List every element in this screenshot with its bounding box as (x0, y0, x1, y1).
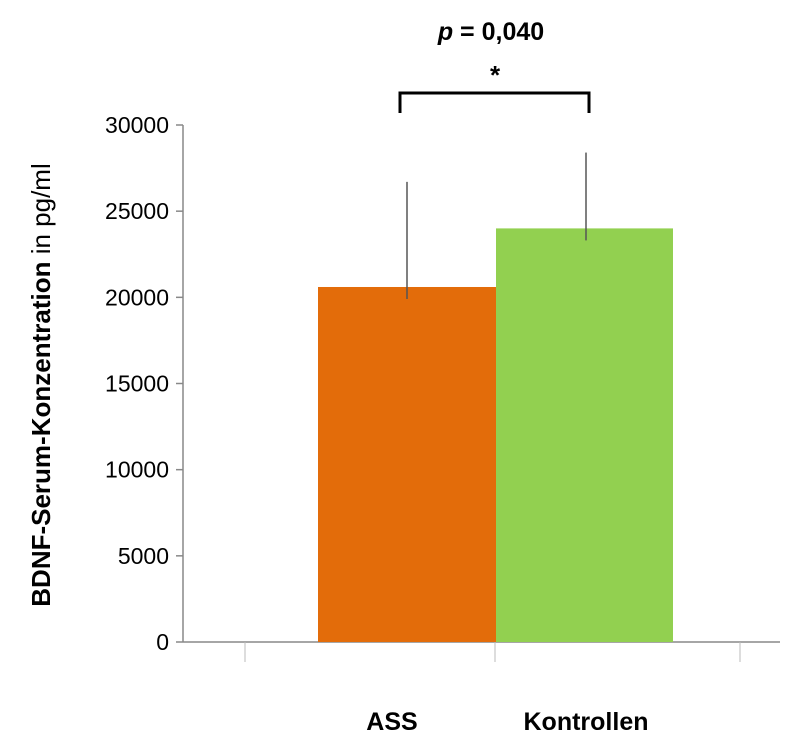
significance-star: * (490, 60, 501, 90)
y-axis-label: BDNF-Serum-Konzentration in pg/ml (26, 163, 56, 606)
y-tick-label: 20000 (105, 284, 169, 310)
y-tick-label: 25000 (105, 198, 169, 224)
x-category-label: ASS (366, 708, 417, 736)
error-bars (406, 152, 587, 299)
significance-annotation: p = 0,040 * (398, 18, 591, 113)
significance-bracket (398, 91, 591, 113)
p-value-label: p = 0,040 (437, 18, 544, 46)
y-axis-label-bold: BDNF-Serum-Konzentration (26, 262, 56, 607)
bar-kontrollen (496, 228, 673, 642)
p-value: = 0,040 (453, 18, 544, 46)
y-axis-label-unit: in pg/ml (26, 163, 56, 261)
p-symbol: p (437, 18, 453, 46)
bar-ass (318, 286, 496, 642)
x-category-label: Kontrollen (524, 708, 649, 736)
y-tick-label: 30000 (105, 112, 169, 138)
bars (318, 228, 673, 642)
x-axis: ASS Kontrollen (183, 641, 780, 736)
y-tick-label: 10000 (105, 457, 169, 483)
y-axis: 0 5000 10000 15000 20000 25000 30000 (105, 112, 184, 655)
y-tick-label: 5000 (118, 543, 169, 569)
y-tick-label: 0 (156, 629, 169, 655)
y-tick-label: 15000 (105, 371, 169, 397)
